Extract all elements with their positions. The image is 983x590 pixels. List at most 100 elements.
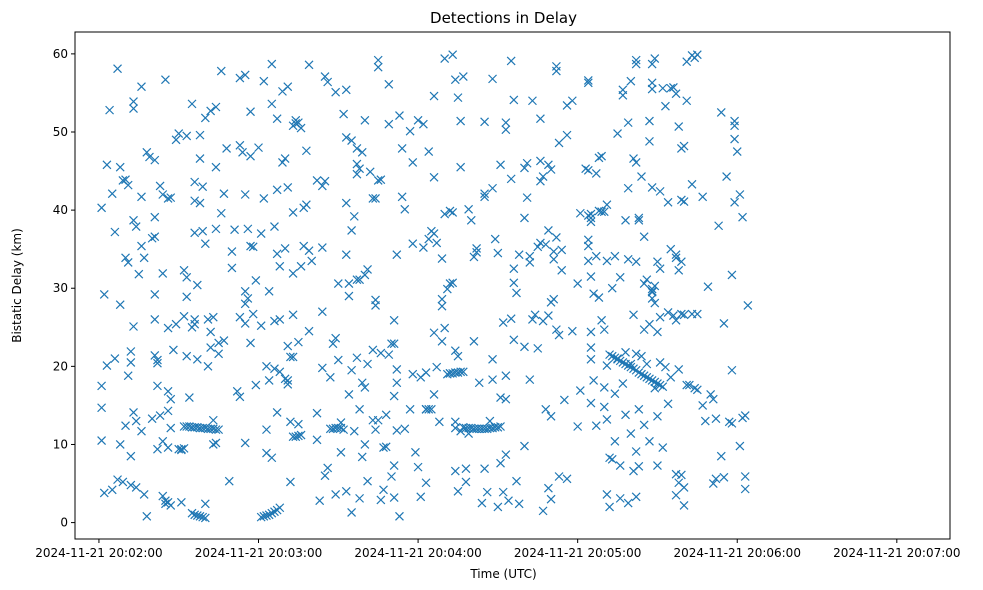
data-point (256, 229, 266, 238)
data-point (397, 192, 407, 202)
data-point (448, 208, 458, 217)
data-point (551, 325, 561, 335)
data-point (692, 50, 702, 60)
data-point (142, 511, 152, 521)
data-point (642, 372, 652, 382)
data-point (653, 257, 662, 267)
data-point (597, 315, 607, 325)
data-point (153, 358, 162, 368)
data-point (270, 316, 279, 326)
data-point (674, 122, 684, 131)
data-point (389, 315, 399, 325)
data-point (192, 511, 202, 520)
data-point (198, 226, 208, 236)
data-point (719, 318, 729, 328)
data-point (341, 198, 351, 208)
data-point (637, 172, 646, 181)
data-point (190, 319, 200, 329)
data-point (448, 278, 458, 288)
data-point (123, 180, 133, 190)
data-point (243, 293, 253, 303)
data-point (365, 167, 375, 177)
data-point (623, 361, 633, 370)
data-point (360, 270, 370, 280)
data-point (501, 125, 511, 135)
data-point (203, 361, 213, 371)
data-point (522, 158, 532, 168)
data-point (621, 347, 630, 357)
data-point (650, 281, 660, 291)
data-point (602, 256, 612, 266)
data-point (668, 311, 678, 321)
data-point (200, 499, 210, 509)
data-point (496, 422, 505, 431)
data-point (700, 416, 710, 426)
data-point (222, 143, 232, 153)
data-point (562, 130, 572, 140)
data-point (682, 96, 692, 106)
data-point (262, 361, 271, 371)
data-point (166, 394, 176, 404)
data-point (661, 101, 670, 111)
y-tick-label: 20 (53, 359, 68, 373)
data-point (663, 308, 673, 317)
data-point (583, 241, 593, 251)
data-point (317, 243, 327, 253)
data-point (541, 404, 551, 414)
data-point (597, 151, 607, 161)
data-point (248, 309, 258, 319)
y-axis: 0 10 20 30 40 50 60 (53, 47, 75, 530)
data-point (450, 75, 460, 85)
data-point (730, 197, 739, 207)
data-point (586, 327, 596, 337)
data-point (490, 234, 500, 244)
data-point (674, 265, 684, 275)
data-point (469, 336, 479, 346)
data-point (418, 119, 428, 129)
data-point (126, 451, 136, 461)
data-point (163, 386, 173, 396)
data-point (429, 328, 439, 338)
data-point (389, 339, 399, 349)
data-point (562, 474, 572, 484)
data-point (137, 241, 146, 251)
data-point (129, 97, 138, 106)
data-point (416, 492, 426, 502)
data-point (530, 310, 540, 320)
data-point (655, 380, 665, 390)
data-point (267, 453, 277, 463)
data-point (341, 486, 351, 496)
data-point (506, 56, 516, 66)
data-point (586, 354, 596, 364)
data-point (589, 375, 599, 385)
data-point (647, 286, 657, 296)
data-point (288, 310, 298, 320)
data-point (597, 207, 607, 217)
data-point (389, 461, 399, 470)
data-point (437, 336, 447, 346)
data-point (232, 386, 242, 396)
plot-frame (74, 31, 951, 540)
data-point (536, 156, 545, 166)
data-point (259, 193, 269, 203)
data-point (251, 275, 261, 285)
data-point (155, 181, 165, 191)
data-point (485, 416, 495, 426)
data-point (682, 380, 692, 390)
data-point (477, 498, 487, 508)
data-point (97, 381, 107, 391)
data-point (618, 379, 628, 388)
data-point (397, 143, 407, 153)
data-point (126, 358, 136, 367)
y-tick-label: 0 (60, 516, 68, 530)
data-point (676, 309, 686, 319)
data-point (304, 326, 314, 336)
data-point (594, 293, 604, 303)
data-point (368, 345, 378, 355)
data-point (432, 362, 442, 372)
data-point (355, 164, 364, 174)
data-point (642, 359, 652, 369)
data-point (642, 275, 652, 285)
data-point (216, 208, 226, 218)
data-point (376, 495, 386, 505)
